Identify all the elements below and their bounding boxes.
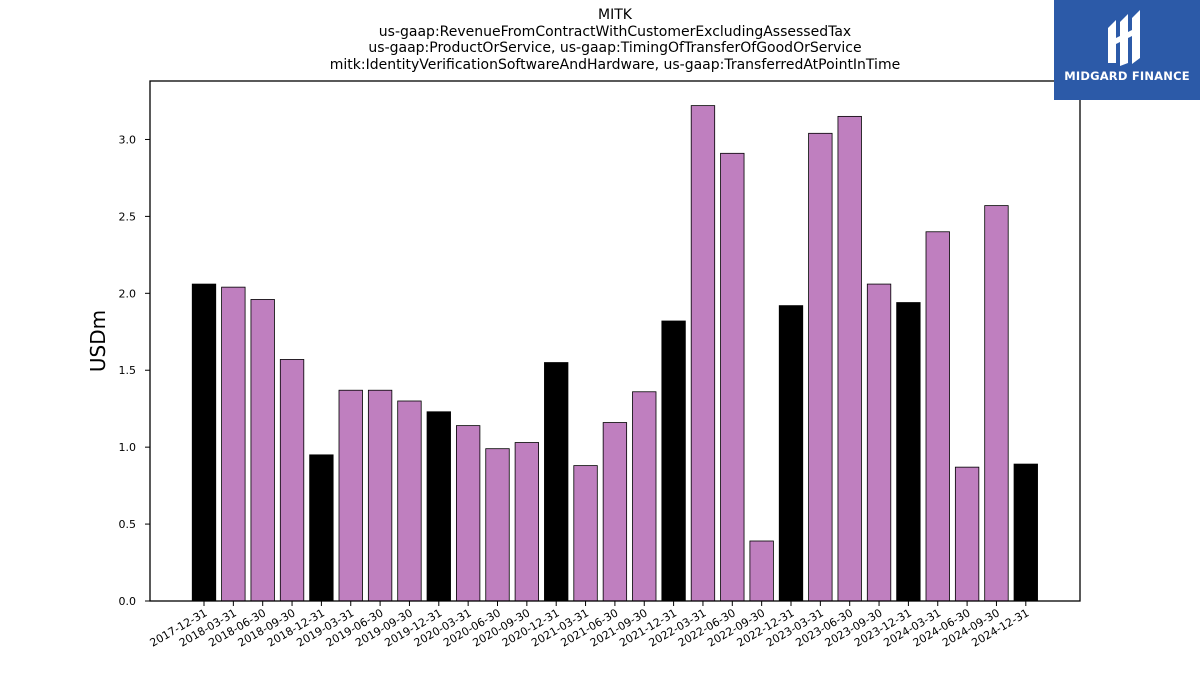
y-tick-label: 0.0 [119,595,137,608]
bar [309,454,334,602]
bar [514,442,539,602]
bar [720,152,745,602]
y-tick-label: 2.5 [119,210,137,223]
bar [485,448,510,602]
bar [925,231,950,602]
bar [191,283,217,602]
bar [602,422,628,602]
bar [338,389,363,602]
bar [661,320,686,602]
bar [221,286,246,602]
bar [397,400,422,602]
bar [455,425,481,602]
bar [250,299,275,602]
chart-title-line-3: us-gaap:ProductOrService, us-gaap:Timing… [368,40,862,56]
bar [866,283,892,602]
bar [749,540,774,602]
y-tick-label: 1.5 [119,364,137,377]
bar [778,305,804,602]
y-axis-label: USDm [86,310,110,372]
bar [1013,463,1038,602]
bar [279,359,305,602]
bar [896,302,921,602]
logo-text: MIDGARD FINANCE [1064,69,1190,83]
chart-title-line-1: MITK [598,7,632,23]
bar [426,411,451,602]
chart-title-line-4: mitk:IdentityVerificationSoftwareAndHard… [329,57,901,73]
bar [544,362,569,602]
brand-logo: MIDGARD FINANCE [1054,0,1200,100]
y-tick-label: 0.5 [119,518,137,531]
bar [632,391,657,602]
y-tick-label: 1.0 [119,441,137,454]
y-tick-label: 2.0 [119,287,137,300]
bar [690,105,716,602]
bar [837,115,862,602]
bar [984,205,1009,602]
bar [573,465,598,602]
chart-title-line-2: us-gaap:RevenueFromContractWithCustomerE… [378,24,852,40]
bar [808,132,833,602]
bar [954,466,980,602]
bar [367,389,393,602]
logo-mark-icon [1108,10,1140,66]
y-tick-label: 3.0 [119,133,137,146]
